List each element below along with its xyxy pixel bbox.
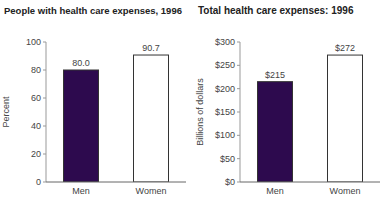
y-tick-label: $200 xyxy=(215,84,235,94)
title: People with health care expenses, 1996 xyxy=(4,5,182,16)
y-tick-label: $0 xyxy=(225,177,235,187)
data-label: 90.7 xyxy=(142,43,160,53)
title: Total health care expenses: 1996 xyxy=(198,5,354,16)
x-tick-label: Women xyxy=(136,186,167,196)
y-tick-label: $300 xyxy=(215,37,235,47)
y-tick-label: 60 xyxy=(31,93,41,103)
y-tick-label: 80 xyxy=(31,65,41,75)
bars xyxy=(258,55,363,182)
y-tick-label: $100 xyxy=(215,130,235,140)
y-label: Billions of dollars xyxy=(195,78,205,146)
data-label: $215 xyxy=(265,70,285,80)
y-tick-label: 40 xyxy=(31,121,41,131)
panel: Total health care expenses: 1996 $0 $50 $10… xyxy=(195,5,380,196)
bar xyxy=(328,55,363,182)
y-tick-label: 0 xyxy=(36,177,41,187)
bar xyxy=(258,82,293,182)
data-label: 80.0 xyxy=(72,58,90,68)
chart: People with health care expenses, 1996 0 2… xyxy=(0,0,388,208)
x-tick-label: Women xyxy=(330,186,361,196)
y-tick-label: 100 xyxy=(26,37,41,47)
panel: People with health care expenses, 1996 0 2… xyxy=(1,5,186,196)
y-axis xyxy=(240,42,241,182)
y-tick-label: $150 xyxy=(215,107,235,117)
bar xyxy=(134,55,169,182)
bars xyxy=(64,55,169,182)
x-tick-label: Men xyxy=(72,186,90,196)
bar xyxy=(64,70,99,182)
y-axis xyxy=(46,42,47,182)
x-axis xyxy=(46,182,186,183)
y-tick-label: $50 xyxy=(220,154,235,164)
y-label: Percent xyxy=(1,96,11,128)
x-axis xyxy=(240,182,380,183)
y-tick-label: 20 xyxy=(31,149,41,159)
data-label: $272 xyxy=(335,43,355,53)
y-tick-label: $250 xyxy=(215,60,235,70)
x-tick-label: Men xyxy=(266,186,284,196)
